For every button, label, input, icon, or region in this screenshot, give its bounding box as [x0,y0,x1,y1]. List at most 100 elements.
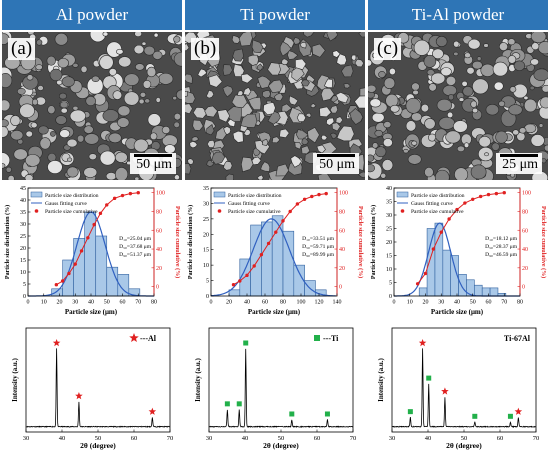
x-tick-label: 0 [393,300,396,306]
y2-tick-label: 20 [156,266,162,272]
x-tick-label: 40 [242,435,249,442]
cumulative-point [302,197,307,201]
xrd-pattern-chart: 30 40 50 60 70 2θ (degree) Intensity (a.u.) ---… [11,327,173,450]
y2-axis-label: Particle size cumulative (%) [540,206,547,278]
ti-peak-square-icon [224,401,230,407]
scale-bar-label: 25 μm [502,157,538,172]
size-statistic: D₁₀=18.12 μm [485,236,518,242]
x-tick-label: 70 [501,300,507,306]
y-tick-label: 40 [20,198,26,204]
ti-peak-square-icon [407,409,413,415]
x-tick-label: 20 [423,300,429,306]
xrd-legend-label: ---Al [140,334,157,343]
x-axis-label: 2θ (degree) [80,441,116,450]
scale-bar-line [134,154,172,157]
y-axis-label: Intensity (a.u.) [377,357,385,401]
distribution-bar [282,230,295,297]
cumulative-point [92,222,96,227]
y2-tick-label: 40 [156,247,162,253]
distribution-bar [434,222,444,297]
y-tick-label: 0 [389,294,392,300]
cumulative-point [310,194,314,199]
ti-peak-square-icon [472,413,478,419]
x-tick-label: 40 [59,435,66,442]
particle-size-chart: 0 10 20 30 40 50 60 70 80 0 5 10 15 20 25 30 35 40 45 0 20 40… [4,186,181,316]
cumulative-point [274,230,278,234]
sem-micrograph: (c) 25 μm [368,32,548,180]
al-peak-star-icon [418,339,427,347]
al-peak-star-icon [75,392,83,400]
xrd-curve [208,348,353,428]
cumulative-point [266,241,271,246]
al-peak-star-icon [148,407,157,415]
x-axis-label: 2θ (degree) [446,441,482,450]
column-title: Ti powder [185,0,365,30]
particle-size-chart: 0 10 20 30 40 50 60 70 80 0 5 10 15 20 25 30 35 40 0 20 40 60… [370,186,547,316]
x-tick-label: 0 [210,300,213,306]
y2-tick-label: 20 [522,266,528,272]
y-tick-label: 10 [386,267,392,273]
y-tick-label: 25 [203,217,209,223]
y2-tick-label: 40 [339,247,345,253]
distribution-bar [481,287,491,297]
y-tick-label: 0 [23,294,26,300]
y-axis-label: Particle size distribution (%) [187,205,194,279]
y2-tick-label: 60 [339,228,345,234]
panel-letter: (c) [374,38,402,60]
x-tick-label: 10 [407,300,413,306]
cumulative-point [281,219,285,223]
y-tick-label: 15 [386,254,392,260]
y-tick-label: 20 [203,232,209,238]
x-tick-label: 60 [131,435,138,442]
particle-size-chart: 0 20 40 60 80 100 120 140 0 5 10 15 20 25 30 35 0 20 40 60 8… [187,186,364,316]
x-tick-label: 70 [135,300,141,306]
cumulative-point [120,193,125,198]
size-statistic: D₅₀=28.37 μm [485,244,518,250]
y2-tick-label: 100 [522,191,531,197]
ti-peak-square-icon [324,411,330,417]
distribution-bar [426,228,436,297]
y2-tick-label: 60 [156,228,162,234]
x-tick-label: 40 [244,300,250,306]
cumulative-point [67,271,71,276]
y-tick-label: 35 [20,210,26,216]
x-tick-label: 40 [88,300,94,306]
scale-bar-line [500,154,538,157]
cumulative-point [136,190,140,195]
green-square-icon [314,335,320,341]
cumulative-point [463,201,467,205]
x-tick-label: 60 [262,300,268,306]
column-title: Ti-Al powder [368,0,548,30]
y-axis-label: Particle size distribution (%) [370,205,377,279]
size-statistic: D₉₀=89.99 μm [302,252,335,258]
y-tick-label: 15 [203,248,209,254]
x-tick-label: 80 [151,300,157,306]
y2-tick-label: 0 [156,285,159,291]
legend-point-swatch [400,209,405,213]
cumulative-point [471,197,475,201]
distribution-bar [228,289,241,297]
legend-point-swatch [217,209,222,213]
x-tick-label: 20 [57,300,63,306]
x-tick-label: 80 [280,300,286,306]
scale-bar: 25 μm [496,153,542,174]
legend-bar-swatch [396,191,409,198]
distribution-bar [250,224,262,297]
x-tick-label: 50 [104,300,110,306]
size-statistic: D₅₀=37.68 μm [119,244,152,250]
size-statistic: D₉₀=46.59 μm [485,252,518,258]
distribution-bar [418,287,428,297]
y-axis-label: Particle size distribution (%) [4,205,11,279]
x-tick-label: 40 [425,435,432,442]
x-tick-label: 30 [438,300,444,306]
legend-bar-swatch [213,191,226,198]
y-tick-label: 0 [206,294,209,300]
cumulative-point [54,283,59,287]
legend-label: Particle size cumulative [228,209,281,215]
y2-axis-label: Particle size cumulative (%) [174,206,181,278]
x-tick-label: 70 [350,435,357,442]
cumulative-point [79,249,84,253]
y2-tick-label: 100 [339,191,348,197]
ti-peak-square-icon [243,340,249,346]
ti-peak-square-icon [236,401,242,407]
